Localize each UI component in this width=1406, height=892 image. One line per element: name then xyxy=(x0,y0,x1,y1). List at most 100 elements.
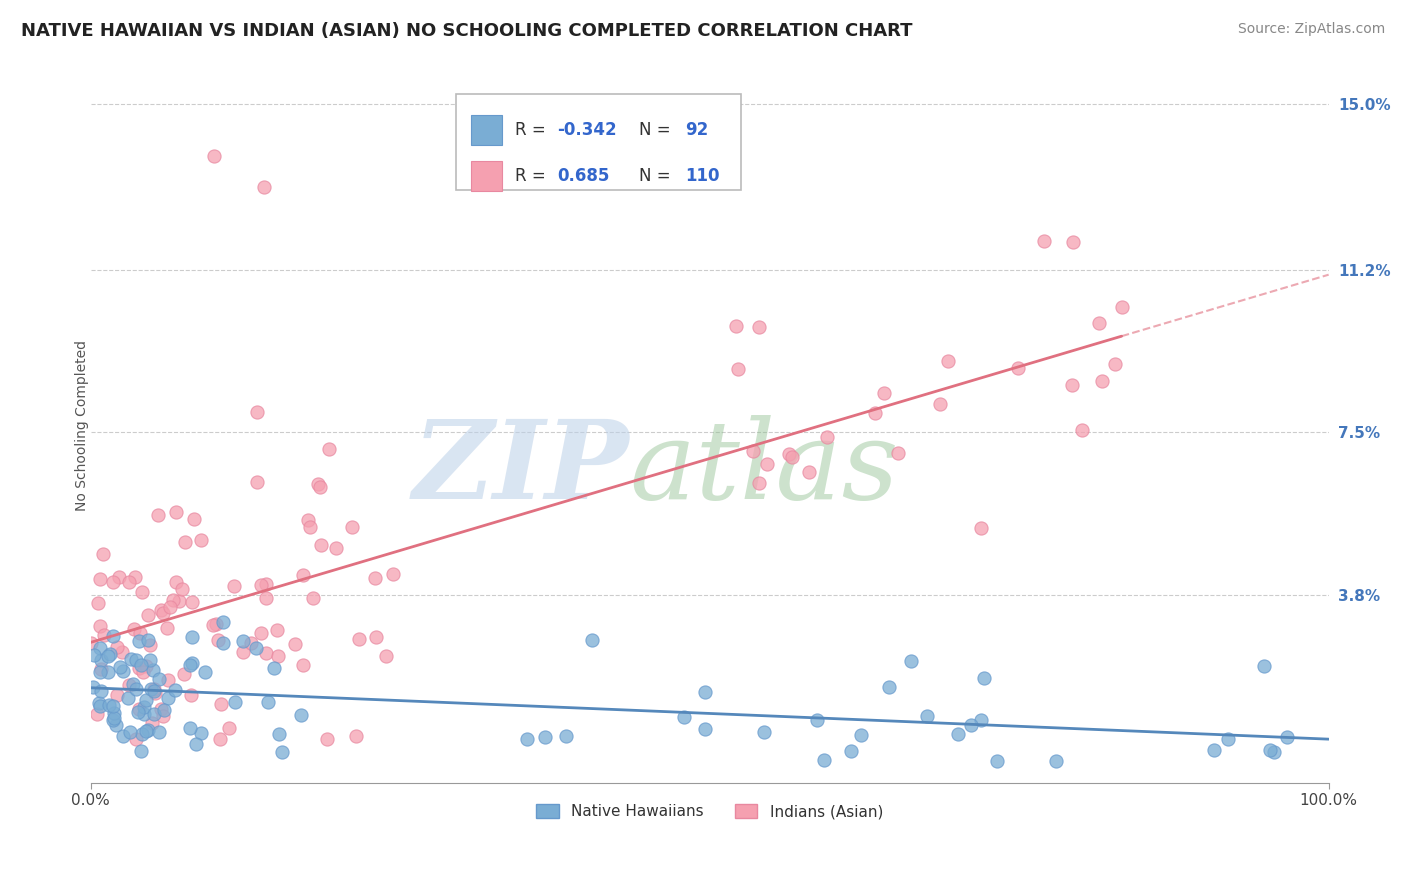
Point xyxy=(97,698,120,713)
Point xyxy=(103,711,125,725)
Point xyxy=(107,570,129,584)
Point xyxy=(124,681,146,696)
Point xyxy=(232,633,254,648)
Point xyxy=(695,723,717,737)
Point xyxy=(748,320,770,334)
Point xyxy=(128,661,150,675)
Point xyxy=(142,663,165,677)
Point xyxy=(672,710,695,724)
Point xyxy=(291,568,314,582)
Point xyxy=(111,729,134,743)
Point xyxy=(239,635,262,649)
Point xyxy=(186,738,208,752)
Point xyxy=(299,520,322,534)
Point xyxy=(948,726,970,740)
Point xyxy=(309,538,332,552)
Point xyxy=(727,361,749,376)
Point xyxy=(254,591,277,606)
Point xyxy=(1088,316,1111,330)
Text: -0.342: -0.342 xyxy=(557,121,617,139)
Point xyxy=(1253,659,1275,673)
Point xyxy=(156,690,179,705)
Point xyxy=(554,729,576,743)
Point xyxy=(374,648,396,663)
Point xyxy=(534,730,557,744)
Point xyxy=(149,602,172,616)
Text: 92: 92 xyxy=(685,121,709,139)
Point xyxy=(138,607,160,622)
Point xyxy=(118,724,141,739)
Text: N =: N = xyxy=(640,167,676,185)
Point xyxy=(89,641,111,656)
Point xyxy=(245,641,267,656)
Point xyxy=(1111,300,1133,314)
Point xyxy=(1104,357,1126,371)
Point xyxy=(778,446,800,460)
Point xyxy=(340,520,363,534)
Point xyxy=(755,457,778,471)
Point xyxy=(135,659,157,673)
Point xyxy=(208,732,231,747)
Point xyxy=(143,682,166,697)
Point xyxy=(180,688,202,702)
Point xyxy=(101,574,124,589)
Point xyxy=(849,728,872,742)
Point xyxy=(316,732,339,747)
Point xyxy=(1090,374,1112,388)
Point xyxy=(325,541,347,555)
Point xyxy=(153,703,176,717)
Point xyxy=(129,658,152,673)
Legend: Native Hawaiians, Indians (Asian): Native Hawaiians, Indians (Asian) xyxy=(530,798,889,825)
Point xyxy=(695,685,717,699)
Point xyxy=(1045,754,1067,768)
Point xyxy=(986,754,1008,768)
Point xyxy=(1070,423,1092,437)
Point xyxy=(111,664,134,678)
Point xyxy=(179,721,201,735)
Point xyxy=(290,708,312,723)
Point xyxy=(122,677,145,691)
Point xyxy=(301,591,323,606)
Point xyxy=(165,574,187,589)
Point xyxy=(363,571,385,585)
Point xyxy=(101,629,124,643)
Point xyxy=(132,707,155,722)
Point xyxy=(165,505,187,519)
Point xyxy=(246,475,269,490)
Point xyxy=(201,618,224,632)
Point xyxy=(157,673,180,687)
Point xyxy=(181,656,204,670)
Point xyxy=(224,694,246,708)
Point xyxy=(318,442,340,457)
Point xyxy=(163,682,186,697)
Point xyxy=(104,718,127,732)
Point xyxy=(1202,743,1225,757)
Point xyxy=(105,688,128,702)
Point xyxy=(110,645,132,659)
Point xyxy=(960,718,983,732)
Point xyxy=(136,633,159,648)
Point xyxy=(138,638,160,652)
Point xyxy=(143,684,166,698)
Bar xyxy=(471,161,502,191)
Point xyxy=(139,681,162,696)
Point xyxy=(89,665,111,679)
Point xyxy=(1218,731,1240,746)
Point xyxy=(146,508,169,522)
Point xyxy=(105,640,128,654)
Point xyxy=(134,700,156,714)
Point xyxy=(152,606,174,620)
Point xyxy=(143,686,166,700)
Point xyxy=(183,511,205,525)
Point xyxy=(90,662,112,676)
Point xyxy=(118,574,141,589)
Point xyxy=(148,672,170,686)
Text: R =: R = xyxy=(515,121,551,139)
Point xyxy=(267,648,290,663)
Point xyxy=(307,477,329,491)
Point xyxy=(170,582,193,597)
Point xyxy=(125,732,148,747)
Point xyxy=(232,645,254,659)
Point xyxy=(159,600,181,615)
Point xyxy=(128,702,150,716)
